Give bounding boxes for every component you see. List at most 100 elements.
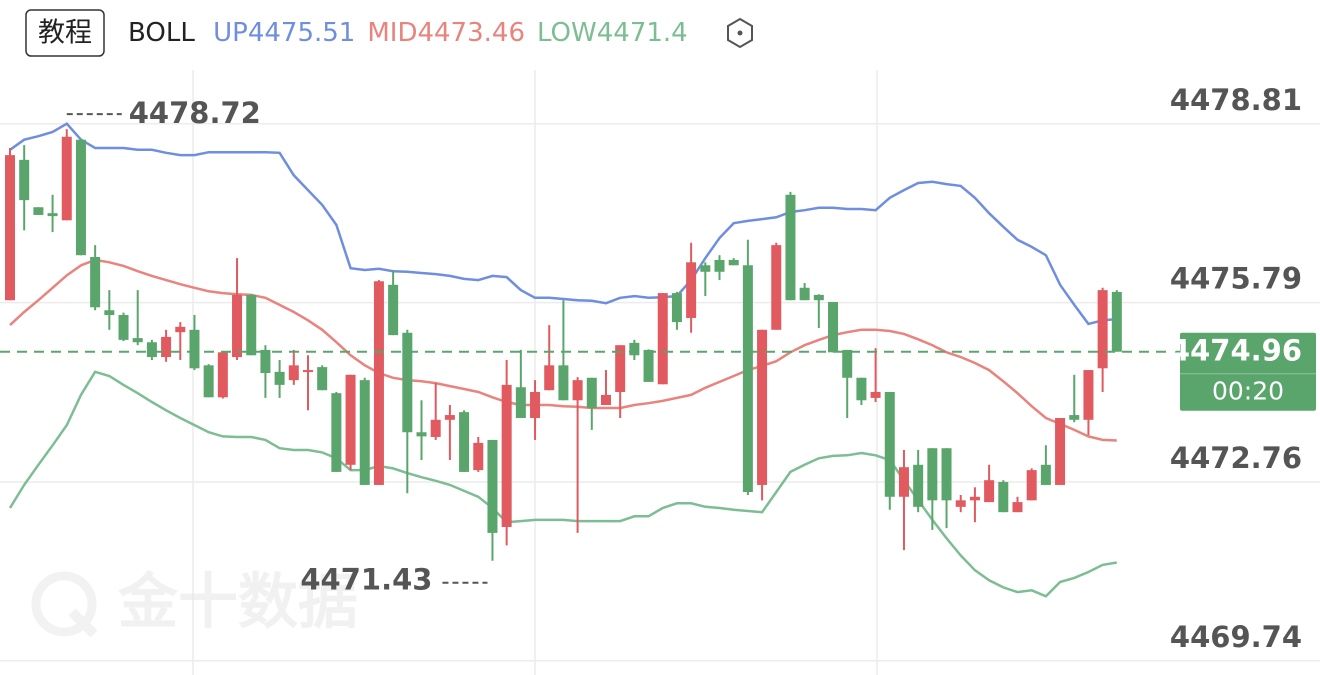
candle-body — [203, 365, 214, 398]
watermark: 金十数据 — [31, 568, 358, 638]
candle-body — [345, 374, 356, 465]
candle-body — [515, 387, 526, 419]
candle-body — [118, 315, 129, 340]
candle-body — [615, 345, 626, 392]
candle-body — [927, 448, 938, 501]
candle-body — [572, 380, 583, 401]
candle-body — [558, 365, 569, 401]
y-tick-label: 4469.74 — [1170, 620, 1302, 654]
candle-body — [643, 349, 654, 382]
candle-body — [47, 213, 58, 217]
candle-body — [402, 332, 413, 433]
candle-body — [742, 265, 753, 493]
candle-body — [430, 419, 441, 437]
candle-body — [998, 481, 1009, 513]
candle-body — [544, 365, 555, 391]
candle-body — [586, 377, 597, 408]
candle-body — [373, 281, 384, 485]
candle-body — [1026, 470, 1037, 501]
candle-body — [416, 432, 427, 437]
last-price-label: 4474.96 — [1170, 334, 1302, 368]
candle-body — [189, 329, 200, 369]
y-tick-label: 4478.81 — [1170, 83, 1302, 117]
candle-body — [955, 500, 966, 507]
candle-body — [473, 442, 484, 471]
candle-body — [828, 301, 839, 353]
candle-body — [388, 284, 399, 336]
low-label: 4471.43 — [300, 563, 432, 597]
tutorial-button[interactable] — [25, 9, 105, 57]
candle-body — [1069, 415, 1080, 420]
candle-body — [274, 371, 285, 385]
candle-body — [331, 393, 342, 472]
candle-body — [686, 262, 697, 318]
candle-body — [898, 467, 909, 497]
candle-body — [317, 367, 328, 391]
candle-body — [714, 259, 725, 272]
legend-name: MID — [367, 18, 417, 48]
candle-body — [232, 294, 243, 358]
legend-value: 4475.51 — [248, 18, 356, 48]
candle-body — [19, 159, 30, 201]
candle-body — [175, 326, 186, 333]
candle-body — [217, 352, 228, 398]
candle-body — [728, 259, 739, 266]
candle-body — [813, 294, 824, 301]
countdown: 00:20 — [1212, 377, 1284, 406]
indicator-name: BOLL — [128, 18, 195, 48]
high-label: 4478.72 — [129, 96, 261, 130]
candle-body — [444, 415, 455, 420]
candle-body — [799, 287, 810, 301]
candle-body — [146, 342, 157, 358]
candle-body — [771, 245, 782, 330]
candle-body — [984, 480, 995, 503]
candle-body — [161, 336, 172, 358]
candle-body — [629, 342, 640, 356]
candle-body — [501, 384, 512, 527]
price-box — [1180, 332, 1316, 411]
candle-body — [870, 391, 881, 398]
y-tick-label: 4472.76 — [1170, 441, 1302, 475]
candle-body — [785, 194, 796, 301]
legend: BOLL UP4475.51 MID4473.46 LOW4471.4 — [128, 18, 688, 48]
legend-name: LOW — [537, 18, 597, 48]
legend-value: 4471.4 — [597, 18, 688, 48]
candle-body — [856, 377, 867, 401]
candle-body — [246, 294, 257, 356]
candle-body — [33, 207, 44, 215]
candle-body — [90, 256, 101, 308]
band-line — [9, 258, 1117, 442]
legend-value: 4473.46 — [417, 18, 525, 48]
settings-icon[interactable] — [727, 17, 753, 49]
candle-body — [842, 349, 853, 378]
candle-body — [884, 391, 895, 497]
candle-body — [913, 464, 924, 507]
candle-body — [288, 365, 299, 381]
candle-body — [104, 310, 115, 315]
candle-body — [75, 139, 86, 256]
candle-body — [1097, 290, 1108, 369]
watermark-text: 金十数据 — [118, 568, 358, 638]
candle-body — [359, 380, 370, 485]
band-line — [9, 122, 1117, 326]
candle-body — [5, 155, 15, 301]
candle-body — [530, 391, 541, 419]
y-tick-label: 4475.79 — [1170, 262, 1302, 296]
candle-body — [1040, 464, 1051, 485]
candle-body — [1012, 502, 1023, 513]
candle-body — [700, 265, 711, 272]
tutorial-label[interactable]: 教程 — [38, 18, 92, 49]
candle-body — [302, 370, 313, 373]
candle-body — [1083, 370, 1094, 420]
candle-body — [459, 412, 470, 472]
candle-body — [600, 394, 611, 405]
candle-body — [671, 293, 682, 323]
candle-body — [1111, 291, 1122, 352]
candle-body — [260, 349, 271, 374]
candle-body — [941, 448, 952, 501]
candle-body — [132, 338, 143, 343]
candle-body — [61, 136, 72, 221]
candle-body — [657, 293, 668, 385]
candle-body — [969, 496, 980, 501]
